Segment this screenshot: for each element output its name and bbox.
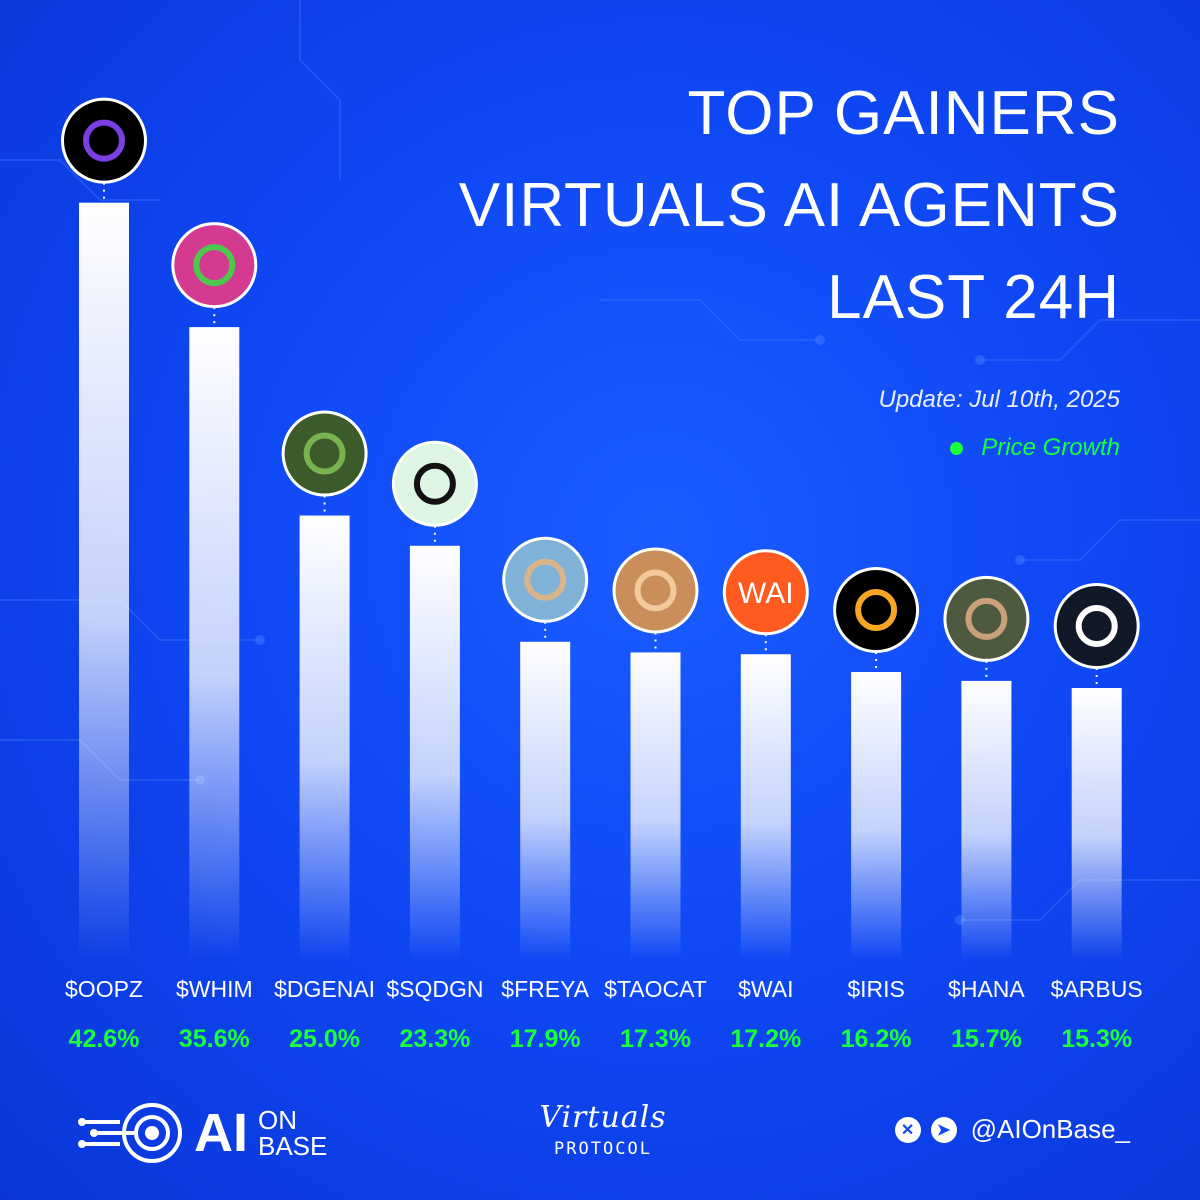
data-label: 25.0% [289,1025,360,1053]
hana-avatar-icon-glyph [965,597,1008,640]
data-label: 15.3% [1061,1025,1132,1053]
social-handle: ✕ ➤ @AIOnBase_ [894,1114,1130,1145]
data-label: 42.6% [69,1025,140,1053]
data-label: 23.3% [399,1025,470,1053]
bar [79,202,129,960]
legend-dot-icon [950,441,964,455]
virtuals-script: Virtuals [539,1100,667,1135]
protocol-text: PROTOCOL [554,1139,652,1159]
title-line-3: LAST 24H [827,263,1120,332]
iris-logo-icon [836,570,917,650]
data-label: 17.2% [730,1025,801,1053]
x-icon[interactable]: ✕ [894,1116,921,1143]
title-line-2: VIRTUALS AI AGENTS [458,171,1120,240]
x-tick-label: $FREYA [501,976,589,1002]
data-label: 35.6% [179,1025,250,1053]
data-label: 17.9% [510,1025,581,1053]
jester-avatar-icon-glyph [193,244,236,287]
data-label: 17.3% [620,1025,691,1053]
title-line-1: TOP GAINERS [687,79,1120,148]
brand-base: BASE [258,1131,328,1161]
legend-label: Price Growth [981,434,1120,461]
bar [961,680,1012,960]
virtuals-protocol-logo: Virtuals PROTOCOL [508,1100,698,1159]
legend: Price Growth [950,434,1120,462]
bar [630,652,681,960]
brand-onbase: ON BASE [258,1107,327,1159]
pepe-frog-avatar-icon [284,413,365,494]
telegram-icon[interactable]: ➤ [930,1116,957,1143]
bar [299,515,350,960]
bar [520,641,571,960]
x-tick-label: $ARBUS [1051,976,1143,1002]
update-date: Update: Jul 10th, 2025 [878,386,1120,413]
x-tick-label: $OOPZ [65,976,143,1002]
oracle-of-preferences-logo-icon-glyph [83,119,125,162]
bar [189,327,240,961]
x-tick-label: $SQDGN [386,976,483,1002]
squid-logo-icon [394,443,475,524]
bar [851,672,902,960]
oracle-of-preferences-logo-icon [64,100,144,181]
token-icon-text: WAI [738,577,794,610]
circuit-brain-icon [78,1103,182,1163]
arbus-cube-logo-icon [1056,586,1137,666]
hana-avatar-icon [946,578,1027,659]
bar [1071,688,1122,960]
x-tick-label: $HANA [948,976,1025,1002]
x-tick-label: $DGENAI [274,976,375,1002]
cat-avatar-icon-glyph [634,569,677,612]
bar [409,545,460,960]
bar [740,654,791,960]
handle-text[interactable]: @AIOnBase_ [970,1114,1130,1144]
pepe-frog-avatar-icon-glyph [303,432,346,475]
squid-logo-icon-glyph [413,462,456,505]
x-tick-label: $WAI [738,976,793,1002]
data-label: 15.7% [951,1025,1022,1053]
freya-avatar-icon-glyph [524,558,567,601]
ai-on-base-logo: AI ON BASE [74,1098,327,1168]
data-label: 16.2% [841,1025,912,1053]
iris-logo-icon-glyph [855,589,898,631]
freya-avatar-icon [505,539,586,620]
cat-avatar-icon [615,550,696,631]
x-tick-label: $TAOCAT [604,976,707,1002]
jester-avatar-icon [174,225,255,306]
x-tick-label: $WHIM [176,976,253,1002]
wai-logo-icon [725,552,806,633]
x-tick-label: $IRIS [847,976,905,1002]
brand-on: ON [258,1105,297,1135]
arbus-cube-logo-icon-glyph [1075,605,1118,647]
title-block: TOP GAINERS VIRTUALS AI AGENTS LAST 24H [459,68,1120,344]
brand-ai: AI [194,1103,248,1163]
